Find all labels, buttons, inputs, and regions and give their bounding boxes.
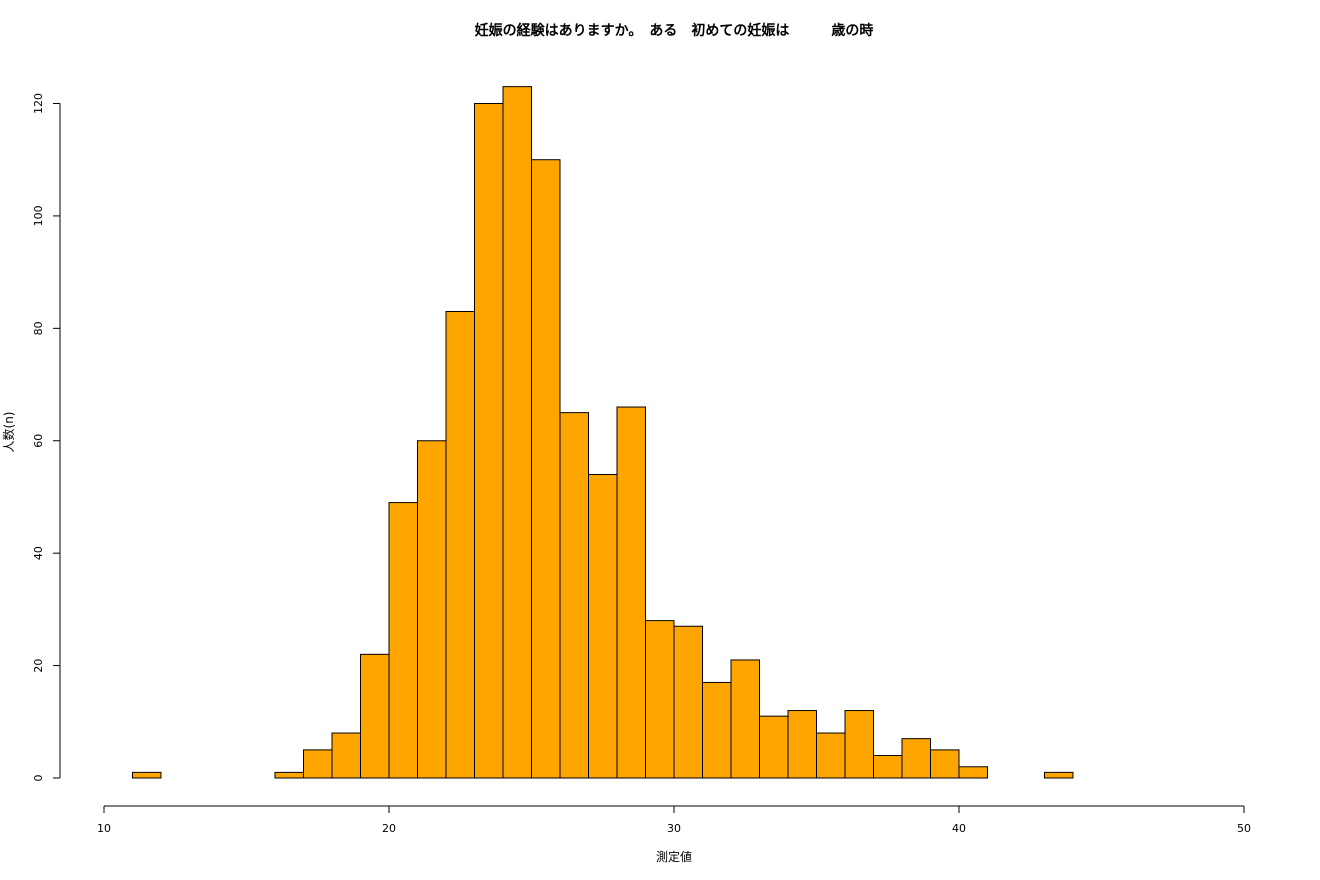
bar-20 [388,502,418,779]
bar-36 [844,710,874,779]
x-tick-label-40: 40 [952,822,966,835]
bar-27 [588,473,618,779]
chart-title: 妊娠の経験はありますか。 ある 初めての妊娠は 歳の時 [475,22,874,39]
y-tick-label-40: 40 [32,546,45,560]
bar-43 [1044,771,1074,779]
y-tick-label-60: 60 [32,434,45,448]
y-tick-label-80: 80 [32,321,45,335]
bar-25 [531,159,561,779]
y-tick-label-120: 120 [32,93,45,114]
bar-22 [445,310,475,779]
bar-37 [873,755,903,779]
bar-19 [360,653,390,779]
bar-17 [303,749,333,779]
bar-28 [616,406,646,779]
bar-11 [132,771,162,779]
bar-30 [673,625,703,779]
y-tick-label-20: 20 [32,659,45,673]
y-axis: 0 20 40 60 80 100 120 [32,93,61,782]
bar-23 [474,103,504,779]
bar-21 [417,440,447,779]
bars-group [132,86,1074,779]
x-axis: 10 20 30 40 50 [97,805,1251,835]
bar-32 [730,659,760,779]
x-tick-label-30: 30 [667,822,681,835]
y-tick-label-100: 100 [32,205,45,226]
y-tick-label-0: 0 [32,775,45,782]
bar-16 [274,771,304,779]
bar-31 [702,681,732,779]
bar-40 [958,766,988,779]
y-axis-label: 人数(n) [1,412,16,453]
bar-24 [502,86,532,779]
bar-34 [787,710,817,779]
bar-39 [930,749,960,779]
bar-35 [816,732,846,779]
bar-26 [559,412,589,779]
x-tick-label-10: 10 [97,822,111,835]
bar-18 [331,732,361,779]
x-axis-label: 測定値 [656,849,692,864]
bar-29 [645,620,675,779]
bar-38 [901,738,931,779]
bar-33 [759,715,789,779]
x-tick-label-50: 50 [1237,822,1251,835]
x-tick-label-20: 20 [382,822,396,835]
